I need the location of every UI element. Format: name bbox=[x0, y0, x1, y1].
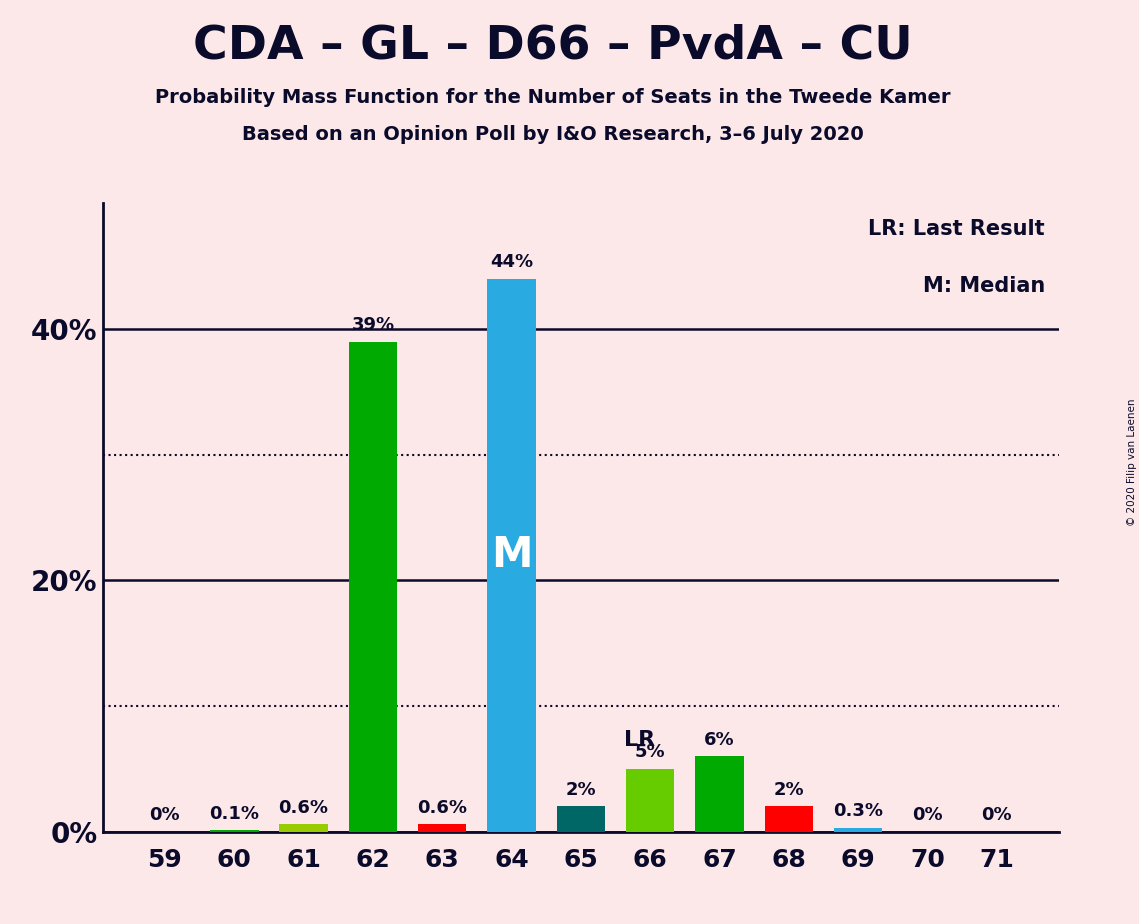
Text: LR: LR bbox=[624, 730, 655, 750]
Text: 5%: 5% bbox=[634, 743, 665, 761]
Text: 0%: 0% bbox=[912, 806, 943, 824]
Text: M: Median: M: Median bbox=[923, 275, 1044, 296]
Text: 0%: 0% bbox=[149, 806, 180, 824]
Bar bbox=[210, 831, 259, 832]
Text: 39%: 39% bbox=[351, 316, 394, 334]
Text: LR: Last Result: LR: Last Result bbox=[868, 219, 1044, 239]
Text: Probability Mass Function for the Number of Seats in the Tweede Kamer: Probability Mass Function for the Number… bbox=[155, 88, 950, 107]
Text: 0.6%: 0.6% bbox=[279, 798, 328, 817]
Text: 0%: 0% bbox=[982, 806, 1013, 824]
Text: 0.1%: 0.1% bbox=[210, 805, 260, 822]
Text: 2%: 2% bbox=[773, 781, 804, 799]
Bar bbox=[279, 824, 328, 832]
Text: 0.3%: 0.3% bbox=[834, 802, 883, 821]
Bar bbox=[834, 828, 883, 832]
Text: 44%: 44% bbox=[490, 253, 533, 271]
Bar bbox=[487, 279, 535, 832]
Text: M: M bbox=[491, 534, 532, 577]
Bar bbox=[557, 807, 605, 832]
Bar bbox=[349, 342, 398, 832]
Bar bbox=[764, 807, 813, 832]
Bar bbox=[418, 824, 467, 832]
Text: 0.6%: 0.6% bbox=[417, 798, 467, 817]
Bar bbox=[695, 756, 744, 832]
Text: 2%: 2% bbox=[566, 781, 596, 799]
Text: 6%: 6% bbox=[704, 731, 735, 748]
Text: CDA – GL – D66 – PvdA – CU: CDA – GL – D66 – PvdA – CU bbox=[192, 23, 912, 68]
Bar bbox=[626, 769, 674, 832]
Text: © 2020 Filip van Laenen: © 2020 Filip van Laenen bbox=[1126, 398, 1137, 526]
Text: Based on an Opinion Poll by I&O Research, 3–6 July 2020: Based on an Opinion Poll by I&O Research… bbox=[241, 125, 863, 144]
